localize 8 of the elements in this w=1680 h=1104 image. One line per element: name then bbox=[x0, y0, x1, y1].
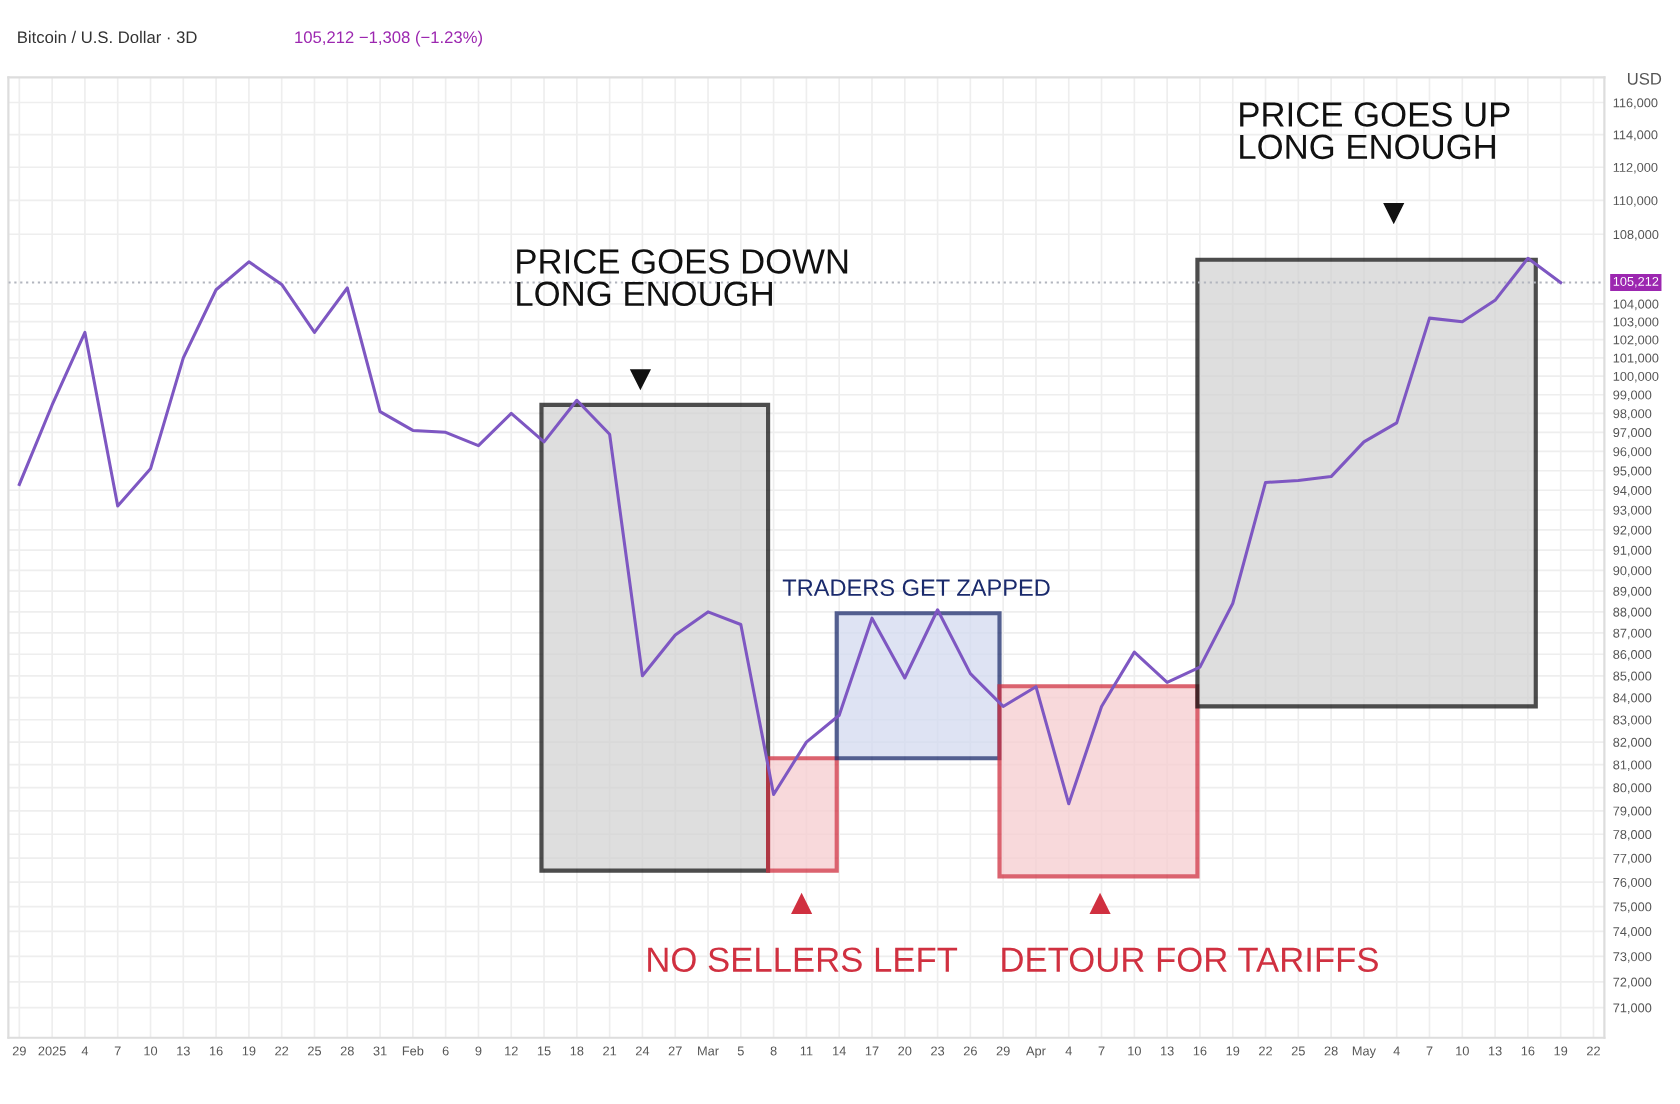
annotation: TRADERS GET ZAPPED bbox=[782, 579, 1050, 597]
chart-subtitle: 105,212 −1,308 (−1.23%) bbox=[295, 30, 482, 47]
annotation: PRICE GOES UP LONG ENOUGH bbox=[1240, 102, 1510, 160]
y-axis-title: USD bbox=[1627, 72, 1662, 85]
annotation: NO SELLERS LEFT bbox=[648, 947, 958, 973]
annotation: PRICE GOES DOWN LONG ENOUGH bbox=[517, 249, 848, 307]
chart-title: Bitcoin / U.S. Dollar · 3D bbox=[18, 30, 197, 44]
annotation: DETOUR FOR TARIFFS bbox=[1002, 947, 1378, 973]
